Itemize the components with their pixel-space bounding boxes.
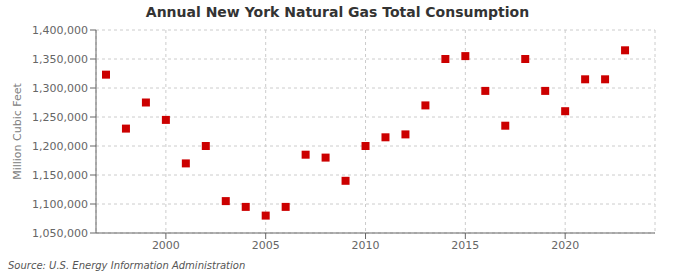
svg-text:1,250,000: 1,250,000: [32, 111, 88, 124]
html-text:Source: U.S. Energy Informatio: Source: U.S. Energy Information Administ…: [8, 260, 246, 271]
svg-text:2020: 2020: [551, 239, 579, 252]
svg-text:1,200,000: 1,200,000: [32, 140, 88, 153]
svg-text:2005: 2005: [252, 239, 280, 252]
html-text:Annual New York Natural Gas To: Annual New York Natural Gas Total Consum…: [145, 4, 530, 20]
svg-text:1,300,000: 1,300,000: [32, 82, 88, 95]
svg-text:1,400,000: 1,400,000: [32, 24, 88, 37]
svg-text:1,150,000: 1,150,000: [32, 169, 88, 182]
svg-text:1,050,000: 1,050,000: [32, 227, 88, 240]
svg-text:2015: 2015: [451, 239, 479, 252]
svg-text:Million Cubic Feet: Million Cubic Feet: [11, 82, 24, 179]
svg-text:2000: 2000: [152, 239, 180, 252]
svg-text:1,350,000: 1,350,000: [32, 53, 88, 66]
svg-text:2010: 2010: [352, 239, 380, 252]
svg-text:1,100,000: 1,100,000: [32, 198, 88, 211]
